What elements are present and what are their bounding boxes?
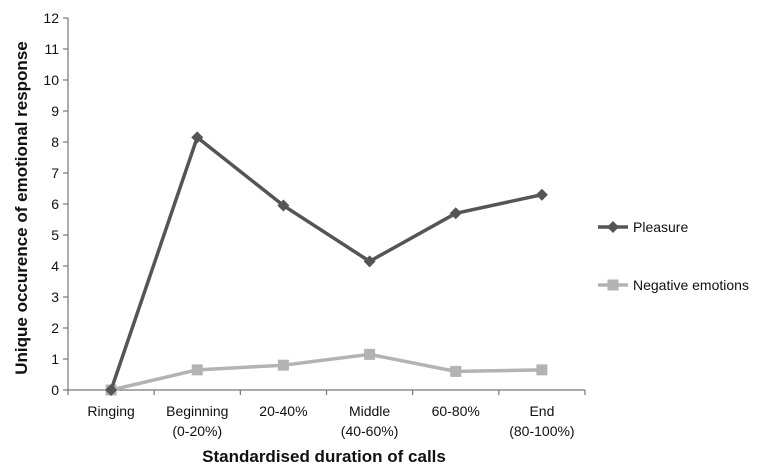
data-point: [450, 365, 462, 377]
data-point: [277, 199, 290, 212]
data-point: [191, 131, 204, 144]
x-category-label: Ringing: [87, 403, 134, 419]
y-tick-label: 5: [51, 227, 59, 243]
data-point: [277, 359, 289, 371]
y-tick-label: 4: [51, 258, 59, 274]
x-axis-title: Standardised duration of calls: [202, 447, 446, 466]
y-tick-label: 0: [51, 382, 59, 398]
data-point: [535, 188, 548, 201]
y-tick-label: 6: [51, 196, 59, 212]
legend-label: Pleasure: [633, 219, 688, 235]
x-category-label: (80-100%): [509, 423, 574, 439]
y-tick-label: 10: [43, 72, 59, 88]
y-tick-label: 3: [51, 289, 59, 305]
data-point: [363, 255, 376, 268]
legend-label: Negative emotions: [633, 277, 749, 293]
x-axis: Ringing Beginning (0-20%) 20-40% Middle (40-6…: [67, 389, 586, 439]
x-category-label: Middle: [349, 403, 390, 419]
y-tick-label: 8: [51, 134, 59, 150]
data-point: [536, 364, 548, 376]
x-category-label: (0-20%): [172, 423, 222, 439]
series-pleasure: [105, 131, 548, 396]
legend: Pleasure Negative emotions: [598, 219, 749, 293]
data-point: [191, 364, 203, 376]
series-line: [109, 135, 543, 391]
y-tick-label: 9: [51, 103, 59, 119]
series-line: [110, 352, 542, 392]
series-negative-emotions: [105, 348, 548, 396]
y-tick-label: 11: [44, 41, 59, 57]
x-category-label: End: [529, 403, 554, 419]
data-point: [364, 348, 376, 360]
y-tick-label: 2: [51, 320, 59, 336]
legend-item: Negative emotions: [598, 277, 749, 293]
x-category-label: Beginning: [166, 403, 228, 419]
y-tick-label: 1: [51, 351, 59, 367]
x-category-label: (40-60%): [341, 423, 399, 439]
data-point: [449, 207, 462, 220]
x-category-label: 60-80%: [432, 403, 480, 419]
y-tick-label: 12: [43, 10, 59, 26]
y-tick-label: 7: [51, 165, 59, 181]
legend-marker: [607, 279, 619, 291]
legend-item: Pleasure: [598, 219, 688, 235]
legend-marker: [607, 221, 619, 233]
x-category-label: 20-40%: [259, 403, 307, 419]
y-axis-title: Unique occurence of emotional response: [12, 41, 31, 374]
data-point: [105, 384, 118, 396]
series-layer: [105, 131, 548, 396]
